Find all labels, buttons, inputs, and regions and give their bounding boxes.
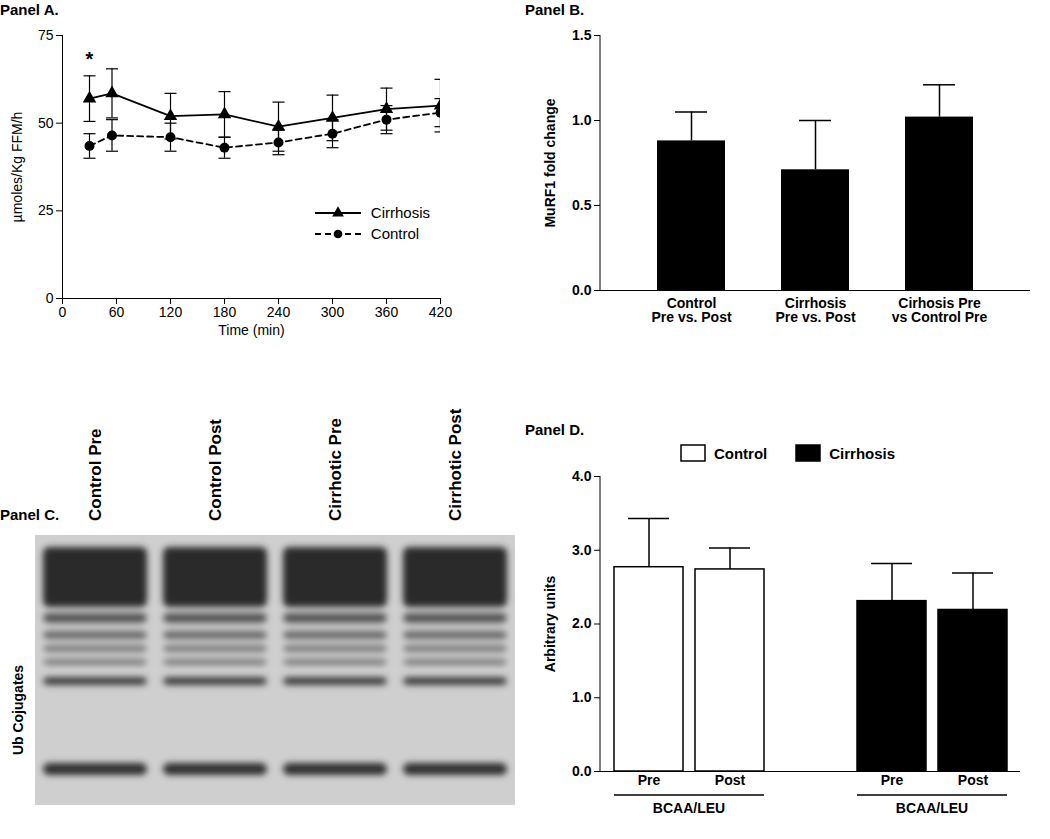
svg-text:BCAA/LEU: BCAA/LEU	[653, 800, 725, 816]
svg-text:0: 0	[59, 304, 67, 320]
svg-text:420: 420	[429, 304, 453, 320]
html-text:Control: Control	[713, 444, 768, 462]
svg-text:0: 0	[46, 290, 54, 306]
svg-text:BCAA/LEU: BCAA/LEU	[896, 800, 968, 816]
html-text:Control: Control	[370, 225, 420, 242]
svg-text:2.0: 2.0	[572, 615, 592, 631]
svg-text:4.0: 4.0	[572, 468, 592, 484]
svg-text:120: 120	[159, 304, 183, 320]
html-text:Panel A.: Panel A.	[0, 1, 59, 18]
svg-text:1.0: 1.0	[572, 112, 592, 128]
svg-text:Control Post: Control Post	[206, 419, 225, 521]
svg-text:Post: Post	[958, 772, 989, 788]
svg-text:1.0: 1.0	[572, 689, 592, 705]
svg-text:75: 75	[38, 27, 54, 43]
svg-text:300: 300	[321, 304, 345, 320]
svg-text:Arbitrary units: Arbitrary units	[542, 576, 558, 673]
html-text:Cirrhosis: Cirrhosis	[370, 204, 430, 221]
svg-text:25: 25	[38, 202, 54, 218]
svg-text:Pre: Pre	[881, 772, 904, 788]
html-text:Panel B.: Panel B.	[525, 1, 585, 18]
svg-text:240: 240	[267, 304, 291, 320]
svg-text:1.5: 1.5	[572, 27, 592, 43]
svg-text:Time (min): Time (min)	[218, 322, 284, 338]
html-text:Cirrhosis: Cirrhosis	[829, 444, 896, 462]
svg-text:Ub Cojugates: Ub Cojugates	[10, 665, 26, 755]
svg-text:CirrhosisPre vs. Post: CirrhosisPre vs. Post	[775, 295, 855, 325]
svg-text:Cirrhotic Post: Cirrhotic Post	[446, 408, 465, 521]
svg-text:Control Pre: Control Pre	[86, 428, 105, 521]
svg-text:*: *	[86, 48, 94, 70]
svg-text:Cirrhotic Pre: Cirrhotic Pre	[326, 418, 345, 521]
svg-text:ControlPre vs. Post: ControlPre vs. Post	[651, 295, 731, 325]
svg-text:µmoles/Kg FFM/h: µmoles/Kg FFM/h	[9, 112, 25, 223]
svg-text:0.0: 0.0	[572, 763, 592, 779]
svg-text:Pre: Pre	[638, 772, 661, 788]
svg-text:0.5: 0.5	[572, 197, 592, 213]
svg-text:60: 60	[109, 304, 125, 320]
svg-text:Cirhosis Prevs Control Pre: Cirhosis Prevs Control Pre	[892, 295, 988, 325]
html-text:Panel D.: Panel D.	[525, 421, 585, 438]
svg-text:Post: Post	[715, 772, 746, 788]
svg-text:360: 360	[375, 304, 399, 320]
svg-text:3.0: 3.0	[572, 542, 592, 558]
svg-text:MuRF1 fold change: MuRF1 fold change	[542, 98, 558, 227]
svg-text:180: 180	[213, 304, 237, 320]
html-text:Panel C.: Panel C.	[0, 506, 60, 523]
svg-text:50: 50	[38, 115, 54, 131]
svg-text:0.0: 0.0	[572, 282, 592, 298]
